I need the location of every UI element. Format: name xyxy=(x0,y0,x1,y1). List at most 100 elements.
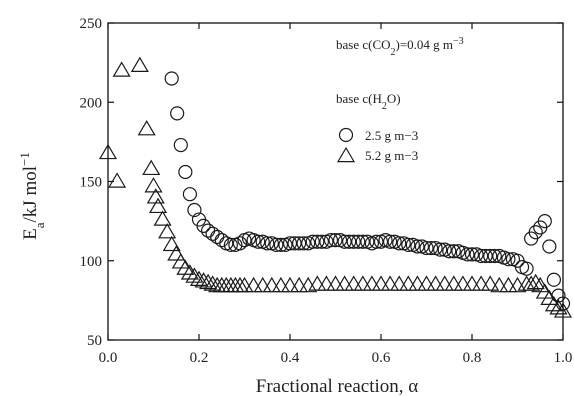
data-point-circle xyxy=(369,234,384,249)
legend-title: base c(H2O) xyxy=(336,91,401,112)
data-point-triangle xyxy=(522,275,541,291)
x-axis-title: Fractional reaction, α xyxy=(256,376,418,396)
y-tick-label: 50 xyxy=(87,333,102,349)
data-point-circle xyxy=(442,244,457,259)
data-point-circle xyxy=(196,218,211,233)
data-point-triangle xyxy=(435,275,454,291)
y-axis-title-main: E xyxy=(20,228,41,240)
data-point-circle xyxy=(182,187,197,202)
data-point-triangle xyxy=(167,245,186,261)
ticks-group: 0.0 0.2 0.4 0.6 0.8 1.0 50 100 150 200 250 xyxy=(80,16,573,366)
data-point-circle xyxy=(355,234,370,249)
data-point-circle xyxy=(205,226,220,241)
data-point-triangle xyxy=(308,275,327,291)
co2-annotation: base c(CO2)=0.04 g m−3 xyxy=(336,36,464,58)
data-point-triangle xyxy=(158,223,177,239)
data-point-triangle xyxy=(344,275,363,291)
data-point-circle xyxy=(314,234,329,249)
data-point-circle xyxy=(483,248,498,264)
data-point-triangle xyxy=(399,275,418,291)
data-point-triangle xyxy=(171,253,190,269)
data-point-triangle xyxy=(549,299,568,315)
legend-label-series-2: 5.2 g m−3 xyxy=(365,148,418,163)
data-point-circle xyxy=(187,202,202,218)
data-point-triangle xyxy=(335,275,354,291)
data-point-circle xyxy=(478,248,493,264)
y-tick-label: 100 xyxy=(80,254,103,270)
y-tick-label: 250 xyxy=(80,16,103,32)
data-point-triangle xyxy=(142,159,161,176)
data-point-circle xyxy=(351,234,366,249)
markers-group xyxy=(98,56,573,318)
data-point-triangle xyxy=(553,302,573,318)
x-tick-label: 0.6 xyxy=(372,350,391,366)
data-point-circle xyxy=(260,236,275,251)
data-point-circle xyxy=(519,261,534,276)
data-point-triangle xyxy=(381,275,400,291)
data-point-circle xyxy=(474,248,489,264)
data-point-circle xyxy=(223,237,238,252)
data-point-triangle xyxy=(317,275,336,291)
data-point-circle xyxy=(328,233,343,248)
legend-marker-triangle xyxy=(336,146,356,163)
data-point-circle xyxy=(210,229,225,245)
data-point-triangle xyxy=(244,276,263,293)
series-triangles xyxy=(98,56,573,318)
data-point-triangle xyxy=(271,276,290,293)
data-point-circle xyxy=(346,234,361,249)
y-axis-title: Ea/kJ mol−1 xyxy=(17,152,47,240)
data-point-circle xyxy=(164,71,179,86)
data-point-triangle xyxy=(390,275,409,291)
data-point-triangle xyxy=(189,270,209,286)
data-point-triangle xyxy=(203,275,222,291)
legend-marker-circle xyxy=(338,127,354,143)
y-axis-title-sup: −1 xyxy=(17,152,32,166)
data-point-circle xyxy=(401,237,416,252)
y-tick-label: 200 xyxy=(80,95,103,111)
data-point-circle xyxy=(464,247,480,262)
data-point-triangle xyxy=(444,275,463,291)
data-point-triangle xyxy=(362,275,381,291)
data-point-circle xyxy=(292,236,307,251)
y-tick-label: 150 xyxy=(80,175,103,191)
data-point-circle xyxy=(460,247,475,262)
data-point-circle xyxy=(537,214,552,229)
x-tick-label: 0.8 xyxy=(463,350,482,366)
y-axis-title-unit: /kJ mol xyxy=(20,166,41,222)
data-point-triangle xyxy=(144,177,163,193)
data-point-triangle xyxy=(199,273,218,290)
data-point-triangle xyxy=(194,272,213,288)
data-point-triangle xyxy=(149,197,168,214)
data-point-circle xyxy=(433,242,448,257)
data-point-circle xyxy=(323,233,339,248)
x-tick-label: 0.2 xyxy=(190,350,209,366)
plot-frame xyxy=(107,22,564,341)
data-point-triangle xyxy=(326,275,345,291)
data-point-triangle xyxy=(499,276,518,293)
data-point-circle xyxy=(337,234,352,249)
data-point-triangle xyxy=(481,275,500,291)
data-point-circle xyxy=(214,233,229,248)
data-point-triangle xyxy=(290,276,309,293)
data-point-circle xyxy=(423,240,439,256)
data-point-circle xyxy=(269,237,284,252)
data-point-circle xyxy=(282,236,298,251)
data-point-triangle xyxy=(185,267,204,283)
data-point-circle xyxy=(296,236,311,251)
data-point-triangle xyxy=(544,295,563,312)
data-point-triangle xyxy=(408,275,427,291)
x-tick-label: 0.0 xyxy=(99,350,118,366)
data-point-triangle xyxy=(371,275,391,291)
data-point-triangle xyxy=(426,275,445,291)
data-point-triangle xyxy=(162,235,181,252)
data-point-triangle xyxy=(462,275,482,291)
data-point-triangle xyxy=(153,210,172,226)
data-point-circle xyxy=(501,252,516,267)
data-point-circle xyxy=(392,236,407,251)
data-point-circle xyxy=(383,234,398,249)
x-tick-label: 1.0 xyxy=(554,350,573,366)
data-point-circle xyxy=(287,236,302,251)
data-point-triangle xyxy=(262,276,281,293)
data-point-circle xyxy=(542,239,557,254)
